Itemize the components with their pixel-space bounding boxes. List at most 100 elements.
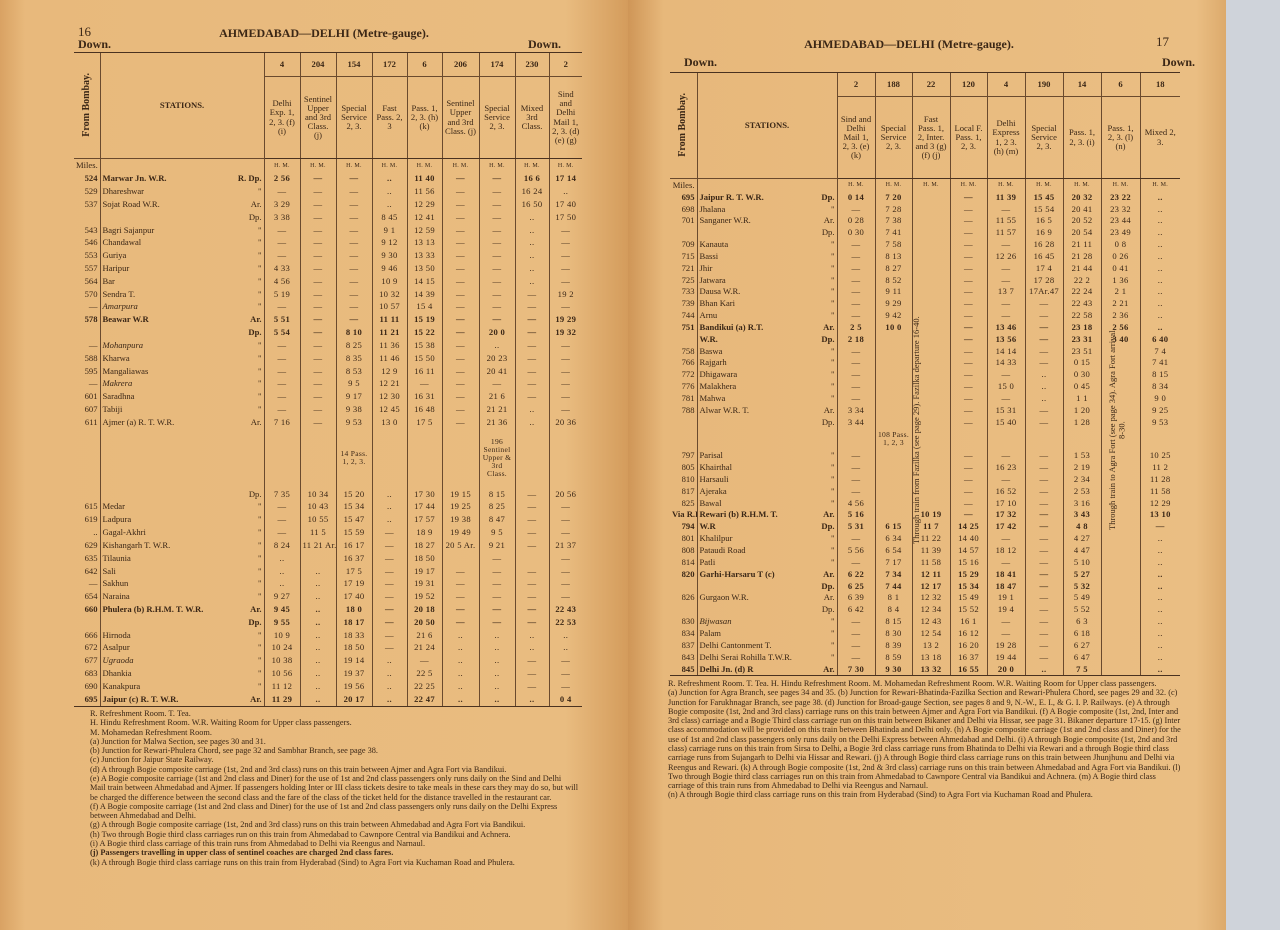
station-cell: Mohanpura " bbox=[99, 338, 264, 352]
time-cell: — bbox=[514, 513, 549, 526]
table-row: 635 Tilaunia ".. 16 37—18 50— — bbox=[74, 551, 582, 565]
time-cell: 12 32 bbox=[911, 591, 950, 604]
time-cell bbox=[441, 551, 479, 565]
time-cell bbox=[1100, 544, 1140, 557]
time-cell: .. bbox=[1139, 297, 1180, 310]
station-cell: Jhir " bbox=[696, 262, 837, 274]
time-cell: — bbox=[263, 525, 300, 539]
train-description: Mixed 3rd Class. bbox=[514, 76, 549, 159]
arrival-departure: " bbox=[830, 345, 835, 356]
time-cell: 5 27 bbox=[1062, 568, 1101, 580]
time-cell: 16 5 bbox=[1024, 214, 1063, 227]
time-cell: — bbox=[1024, 568, 1063, 580]
time-cell: 5 31 bbox=[836, 520, 875, 533]
time-cell: 19 29 bbox=[548, 313, 582, 327]
miles: 529 bbox=[84, 186, 98, 197]
miles: 690 bbox=[84, 680, 98, 691]
time-cell: — bbox=[335, 300, 372, 314]
time-cell: — bbox=[335, 236, 372, 250]
miles: 766 bbox=[681, 357, 695, 368]
time-cell: 14 57 bbox=[949, 544, 987, 557]
time-cell: — bbox=[548, 390, 582, 403]
miles: 830 bbox=[681, 616, 695, 627]
train-number: 2 bbox=[836, 72, 875, 97]
arrival-departure: Dp. bbox=[248, 327, 262, 338]
time-cell: — bbox=[1024, 579, 1063, 592]
time-cell bbox=[874, 392, 912, 405]
table-row: 695 Jaipur (c) R. T. W.R. Ar. 11 29.. 20 17.… bbox=[74, 692, 582, 707]
train-description: Sind and Delhi Mail 1, 2, 3. (d) (e) (g) bbox=[548, 76, 582, 159]
time-cell: 13 33 bbox=[406, 249, 442, 262]
time-cell bbox=[263, 428, 300, 488]
time-cell: — bbox=[514, 326, 549, 339]
time-cell: 17 14 bbox=[548, 172, 582, 185]
time-cell bbox=[1100, 461, 1140, 474]
time-cell: .. bbox=[299, 654, 336, 668]
arrival-departure: Ar. bbox=[823, 321, 835, 332]
miles: 666 bbox=[84, 629, 98, 640]
time-cell: — bbox=[986, 202, 1025, 215]
time-cell: — bbox=[263, 513, 300, 526]
time-cell: — bbox=[1024, 404, 1063, 417]
time-cell: 22 43 bbox=[548, 602, 582, 616]
time-cell: 15 45 bbox=[1024, 191, 1063, 203]
time-cell bbox=[911, 416, 950, 428]
time-cell: — bbox=[986, 532, 1025, 545]
time-cell: .. bbox=[299, 590, 336, 603]
station-cell: Sali " bbox=[99, 564, 264, 578]
time-cell bbox=[911, 191, 950, 203]
time-cell: — bbox=[478, 564, 515, 578]
time-cell: — bbox=[263, 500, 300, 514]
arrival-departure: Dp. bbox=[821, 580, 835, 591]
time-cell: — bbox=[548, 274, 582, 288]
time-cell: — bbox=[836, 615, 875, 628]
station-cell: Marwar Jn. W.R. R. Dp. bbox=[99, 172, 264, 185]
station-cell: Saradhna " bbox=[99, 390, 264, 403]
time-cell bbox=[1100, 627, 1140, 640]
time-cell: 16 24 bbox=[514, 184, 549, 198]
miles: Via R.P.C. bbox=[672, 509, 697, 520]
time-cell: 3 40 bbox=[1100, 333, 1140, 345]
stations-header: STATIONS. bbox=[696, 72, 837, 179]
train-number: 172 bbox=[371, 52, 407, 77]
station-name: Dausa W.R. bbox=[699, 286, 741, 297]
time-cell: .. bbox=[1024, 662, 1063, 676]
time-cell: 21 6 bbox=[406, 628, 442, 642]
time-cell: 22 58 bbox=[1062, 309, 1101, 322]
station-name: Saradhna bbox=[102, 391, 135, 402]
time-cell: .. bbox=[514, 641, 549, 655]
table-row: 825 Bawal " 4 56—17 10—3 16 12 29 bbox=[670, 496, 1180, 509]
time-cell: 12 11 bbox=[911, 568, 950, 580]
time-cell: — bbox=[299, 377, 336, 391]
time-cell bbox=[874, 368, 912, 381]
time-cell: — bbox=[548, 236, 582, 250]
time-cell: — bbox=[263, 249, 300, 262]
time-cell: .. bbox=[548, 184, 582, 198]
arrival-departure: " bbox=[830, 250, 835, 261]
time-cell: — bbox=[299, 326, 336, 339]
time-cell bbox=[1100, 532, 1140, 545]
arrival-departure: " bbox=[257, 339, 262, 350]
time-cell: 11 29 bbox=[263, 692, 300, 707]
station-name: Harsauli bbox=[699, 473, 729, 484]
time-cell: — bbox=[548, 351, 582, 365]
time-cell: 21 36 bbox=[478, 415, 515, 429]
time-cell: 18 17 bbox=[335, 615, 372, 629]
hours-minutes-label: H. M. bbox=[514, 158, 549, 173]
time-cell: — bbox=[478, 377, 515, 391]
time-cell: — bbox=[371, 551, 407, 565]
arrival-departure: Ar. bbox=[250, 694, 262, 705]
time-cell: — bbox=[548, 364, 582, 378]
time-cell: — bbox=[299, 236, 336, 250]
time-cell: 11 58 bbox=[1139, 485, 1180, 497]
time-cell: 9 53 bbox=[335, 415, 372, 429]
time-cell: 9 30 bbox=[874, 662, 912, 676]
station-cell: Parisal " bbox=[696, 449, 837, 462]
miles bbox=[670, 428, 697, 450]
time-cell: — bbox=[949, 250, 987, 263]
time-cell: 6 3 bbox=[1062, 615, 1101, 628]
time-cell: — bbox=[1024, 650, 1063, 663]
table-row: 660 Phulera (b) R.H.M. T. W.R. Ar. 9 45.. 18… bbox=[74, 602, 582, 616]
station-name: Jaipur (c) R. T. W.R. bbox=[102, 694, 179, 705]
time-cell: — bbox=[836, 262, 875, 274]
